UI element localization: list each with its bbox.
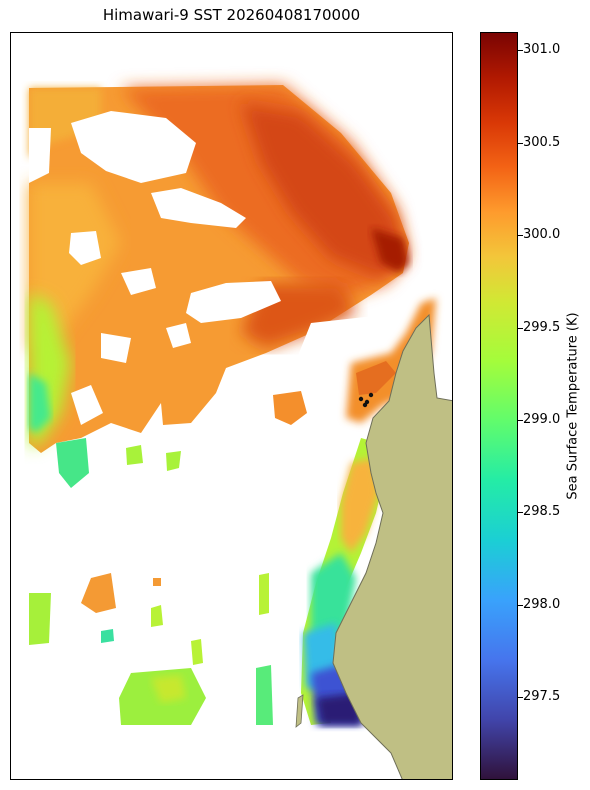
colorbar-tick-mark <box>518 142 523 144</box>
colorbar-label: Sea Surface Temperature (K) <box>565 312 581 500</box>
colorbar-tick-mark <box>518 235 523 237</box>
colorbar-tick-label: 297.5 <box>523 688 561 704</box>
colorbar-tick-mark <box>518 604 523 606</box>
sst-data-southwest <box>29 438 273 725</box>
colorbar-tick-label: 300.5 <box>523 134 561 150</box>
colorbar-tick-mark <box>518 327 523 329</box>
colorbar-tick-label: 298.5 <box>523 504 561 520</box>
colorbar-tick-label: 298.0 <box>523 596 561 612</box>
colorbar-tick-label: 299.0 <box>523 411 561 427</box>
sst-data-coast-patches <box>273 298 436 425</box>
observation-points <box>358 392 374 408</box>
sst-map[interactable] <box>10 32 453 780</box>
sst-map-svg <box>29 85 452 779</box>
colorbar <box>480 32 518 780</box>
colorbar-tick-mark <box>518 512 523 514</box>
small-island <box>295 694 304 728</box>
colorbar-gradient <box>481 33 517 779</box>
land-mass <box>332 313 452 779</box>
colorbar-tick-label: 301.0 <box>523 42 561 58</box>
colorbar-tick-mark <box>518 696 523 698</box>
colorbar-tick-label: 299.5 <box>523 319 561 335</box>
colorbar-tick-mark <box>518 50 523 52</box>
map-title: Himawari-9 SST 20260408170000 <box>102 6 361 24</box>
missing-data-north <box>29 111 403 425</box>
colorbar-tick-label: 300.0 <box>523 227 561 243</box>
colorbar-tick-mark <box>518 419 523 421</box>
